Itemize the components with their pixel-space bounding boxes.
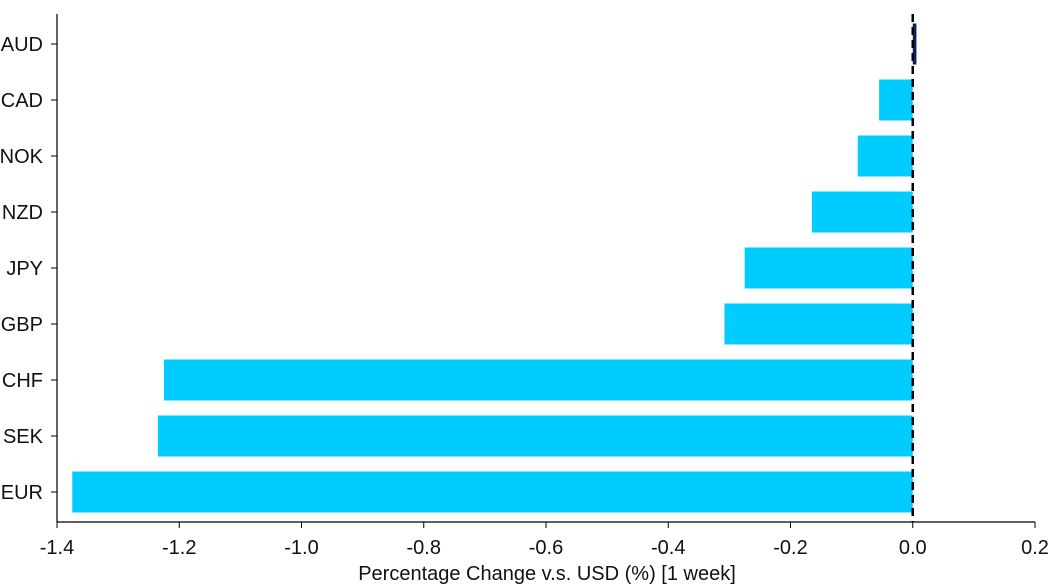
x-tick-label: -0.8 [407,537,441,559]
bar-jpy [744,247,913,289]
category-label-gbp: GBP [1,314,43,336]
x-tick-label: 0.0 [899,537,927,559]
x-tick-label: -1.0 [284,537,318,559]
bar-sek [157,415,913,457]
x-tick-label: -1.2 [162,537,196,559]
category-label-nzd: NZD [2,202,43,224]
category-label-chf: CHF [2,370,43,392]
category-label-eur: EUR [1,482,43,504]
x-axis-title: Percentage Change v.s. USD (%) [1 week] [358,563,736,585]
bar-aud [912,23,917,65]
category-label-sek: SEK [3,426,44,448]
x-tick-label: -0.6 [529,537,563,559]
labels-layer: Percentage Change v.s. USD (%) [1 week] … [0,34,1049,585]
bar-eur [72,471,913,513]
bar-cad [879,79,913,121]
category-label-aud: AUD [1,34,43,56]
category-label-jpy: JPY [6,258,43,280]
x-tick-label: -1.4 [40,537,74,559]
bar-nzd [811,191,913,233]
x-tick-label: 0.2 [1021,537,1049,559]
category-label-cad: CAD [1,90,43,112]
bars-layer [72,23,917,513]
bar-nok [857,135,913,177]
x-tick-label: -0.4 [651,537,685,559]
category-label-nok: NOK [0,146,44,168]
bar-gbp [724,303,913,345]
axes-layer [51,14,1036,528]
x-tick-label: -0.2 [773,537,807,559]
bar-chf [163,359,913,401]
